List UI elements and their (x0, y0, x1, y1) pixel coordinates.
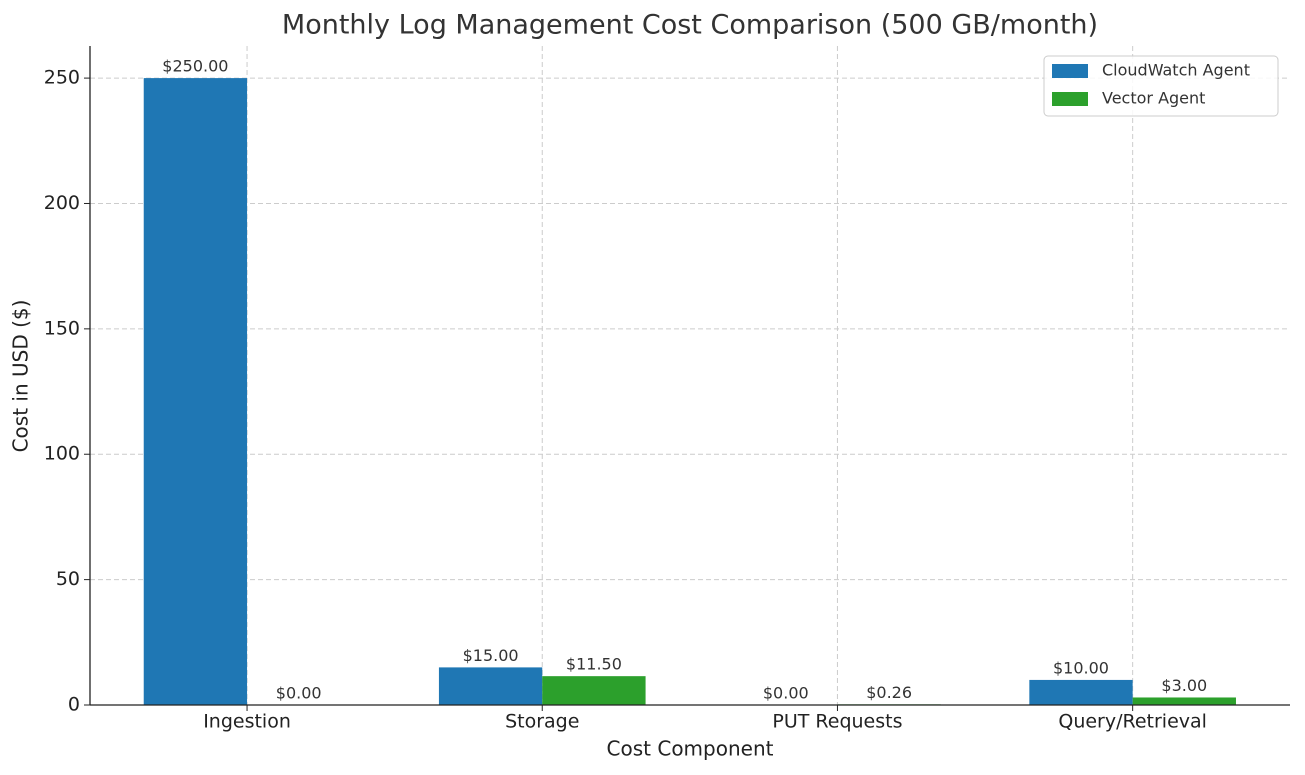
bar (542, 676, 646, 705)
y-tick-label: 0 (68, 694, 80, 716)
legend-swatch (1052, 64, 1088, 78)
x-tick-label: PUT Requests (772, 711, 902, 733)
y-tick-label: 200 (44, 192, 80, 214)
y-tick-label: 50 (56, 568, 80, 590)
value-label: $3.00 (1161, 676, 1207, 695)
legend-label: Vector Agent (1102, 89, 1205, 108)
x-tick-label: Storage (505, 711, 579, 733)
legend-swatch (1052, 92, 1088, 106)
value-label: $250.00 (162, 57, 228, 76)
value-label: $0.00 (763, 684, 809, 703)
bar (438, 667, 543, 705)
value-label: $11.50 (566, 655, 622, 674)
legend-label: CloudWatch Agent (1102, 61, 1250, 80)
value-label: $10.00 (1053, 658, 1109, 677)
y-tick-label: 250 (44, 67, 80, 89)
y-tick-label: 150 (44, 317, 80, 339)
x-axis-label: Cost Component (607, 737, 774, 761)
bar (1029, 679, 1133, 705)
x-tick-label: Query/Retrieval (1058, 711, 1207, 733)
y-axis-label: Cost in USD ($) (9, 300, 33, 453)
bar (143, 78, 248, 705)
value-label: $0.00 (276, 684, 322, 703)
bar (1132, 697, 1236, 705)
value-label: $0.26 (866, 683, 912, 702)
x-tick-label: Ingestion (203, 711, 291, 733)
legend-box (1043, 55, 1279, 117)
y-tick-label: 100 (44, 443, 80, 465)
chart-title: Monthly Log Management Cost Comparison (… (282, 10, 1098, 41)
value-label: $15.00 (463, 646, 519, 665)
